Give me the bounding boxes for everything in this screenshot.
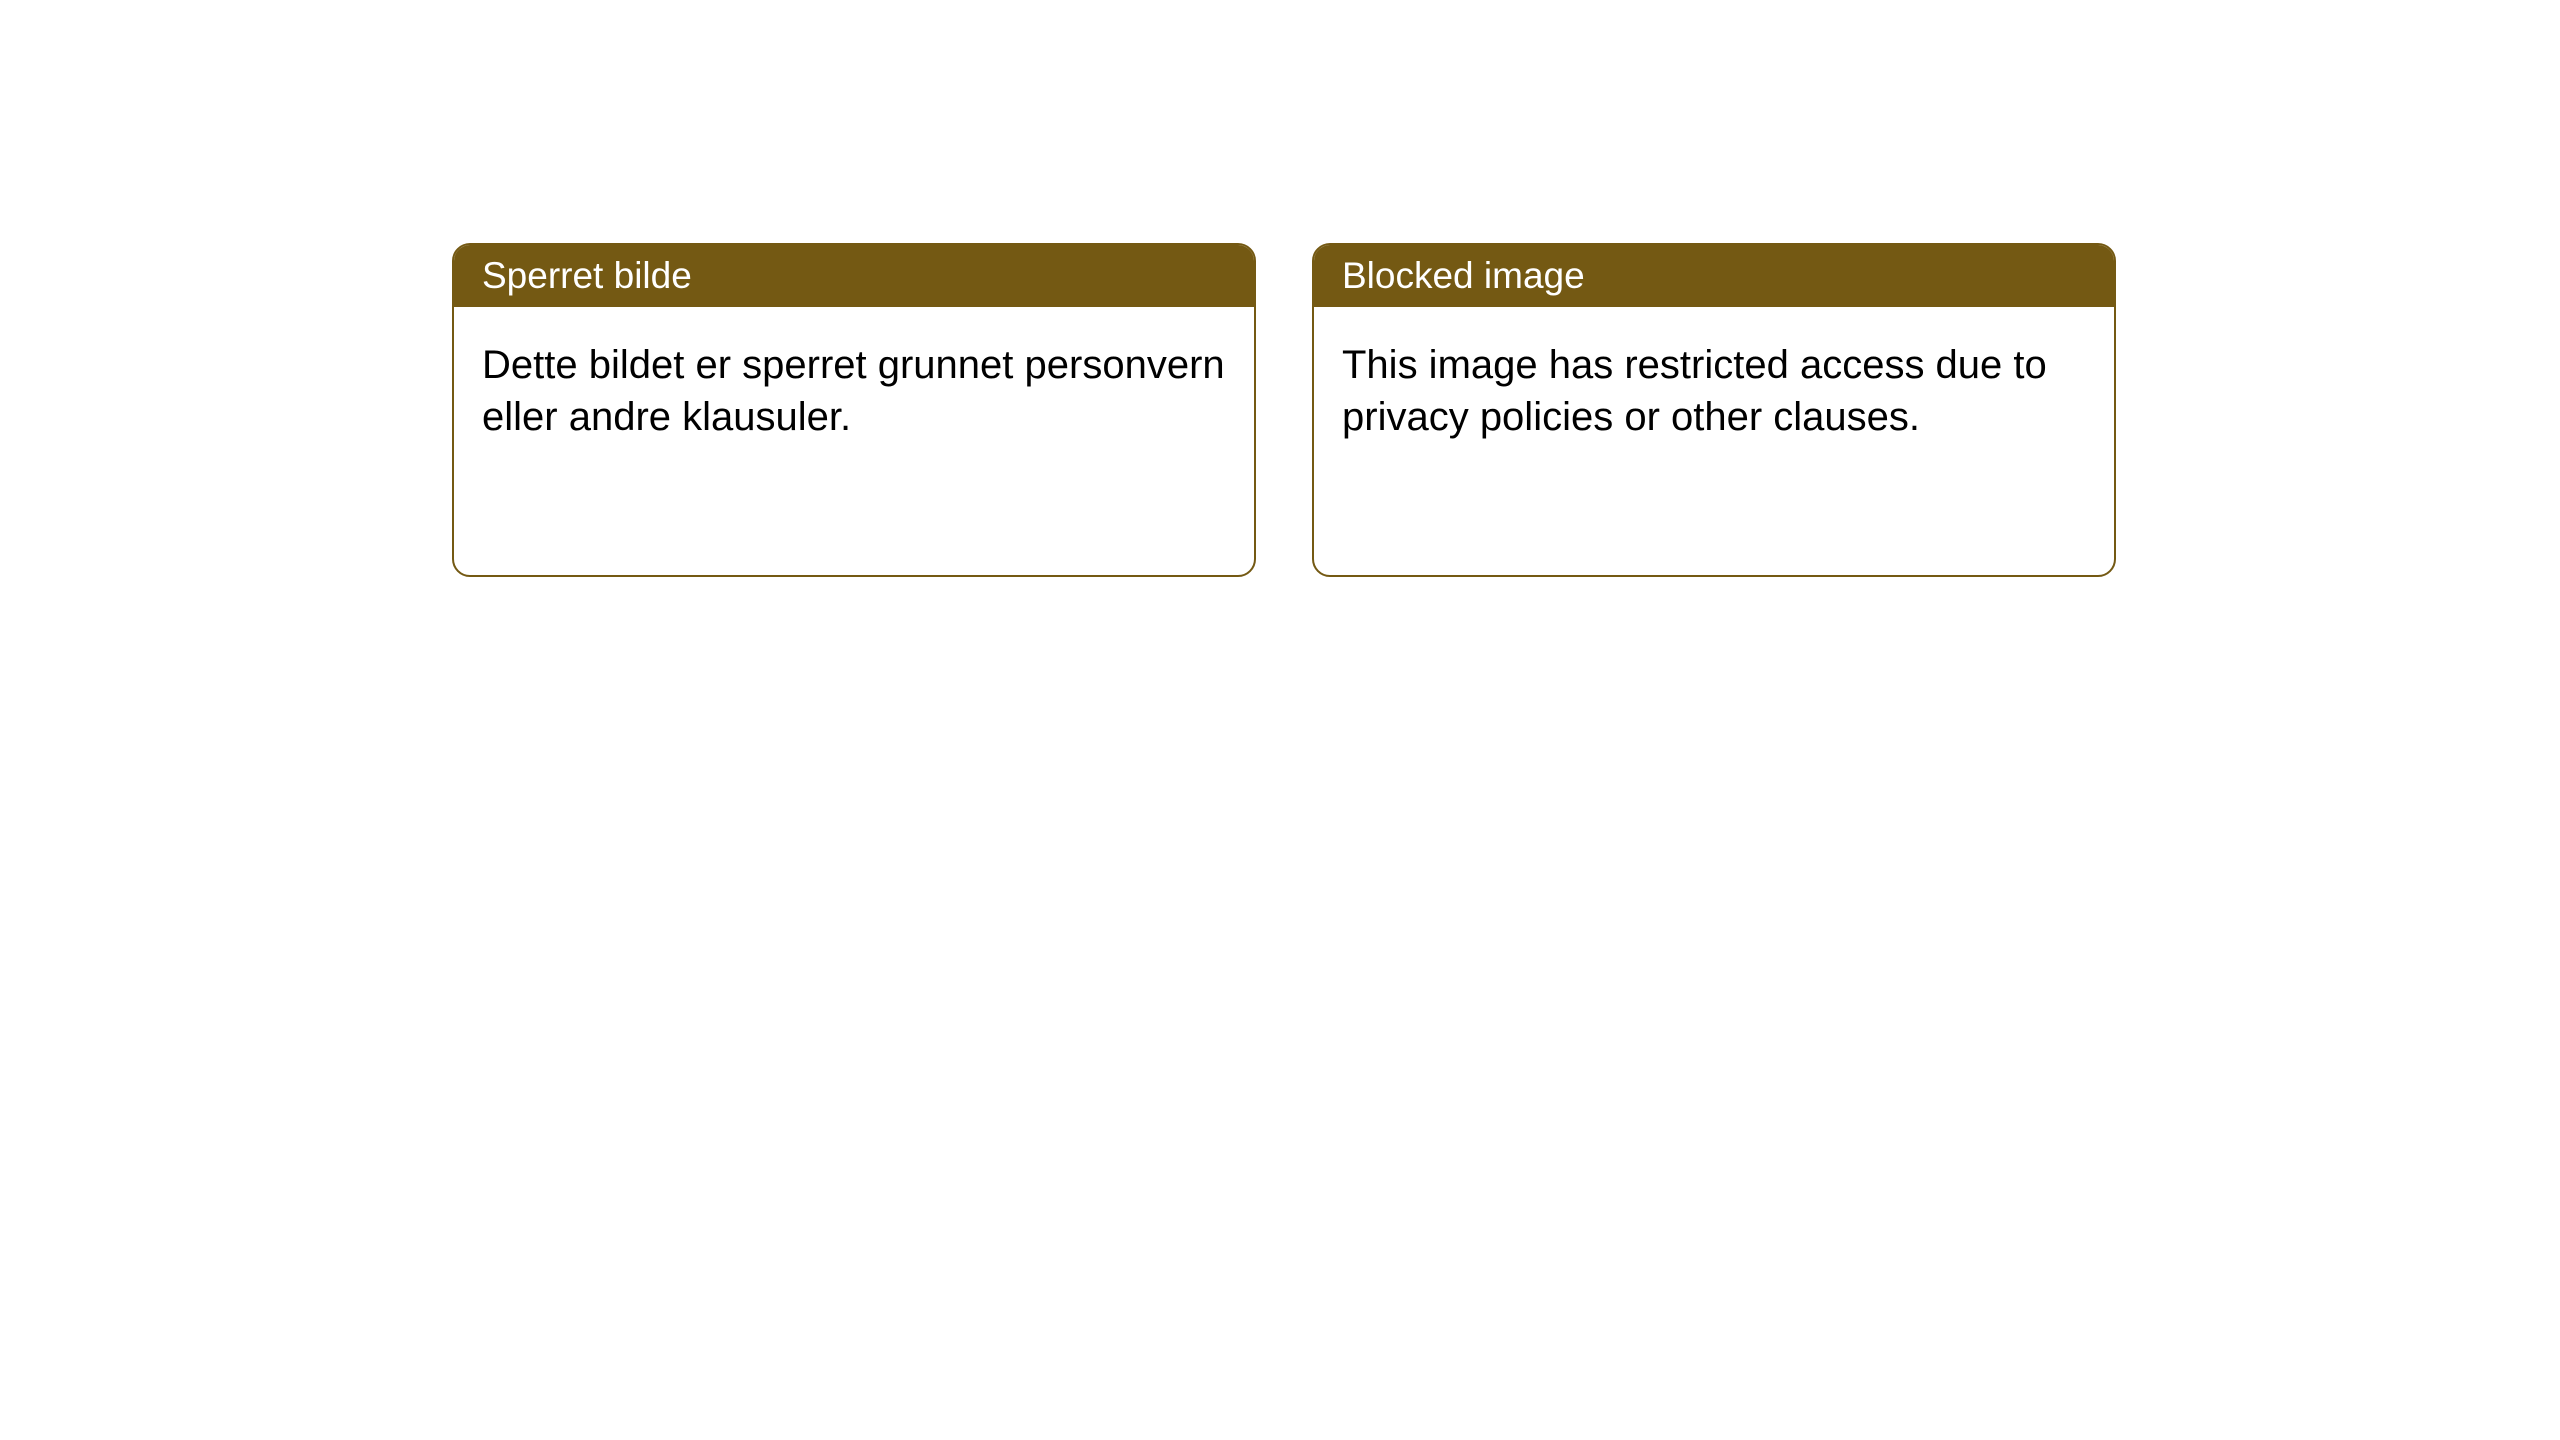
blocked-image-card-no: Sperret bilde Dette bildet er sperret gr… [452,243,1256,577]
card-title: Blocked image [1314,245,2114,307]
card-body: This image has restricted access due to … [1314,307,2114,475]
card-body: Dette bildet er sperret grunnet personve… [454,307,1254,475]
cards-row: Sperret bilde Dette bildet er sperret gr… [452,243,2116,577]
card-title: Sperret bilde [454,245,1254,307]
blocked-image-card-en: Blocked image This image has restricted … [1312,243,2116,577]
